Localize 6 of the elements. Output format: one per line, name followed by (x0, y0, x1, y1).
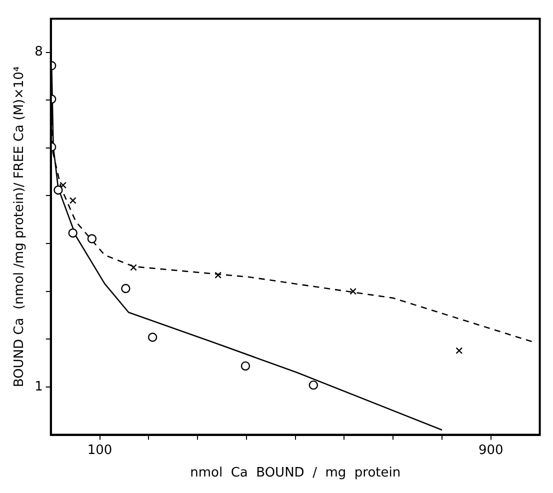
y-axis-title: BOUND Ca (nmol /mg protein)/ FREE Ca (M)×10⁴ (12, 66, 28, 388)
x-axis-title: nmol Ca BOUND / mg protein (190, 466, 401, 481)
y-tick-label: 8 (34, 44, 43, 60)
x-tick-label: 900 (478, 442, 504, 458)
y-tick-label: 1 (34, 379, 43, 394)
x-tick-label: 100 (87, 442, 112, 458)
